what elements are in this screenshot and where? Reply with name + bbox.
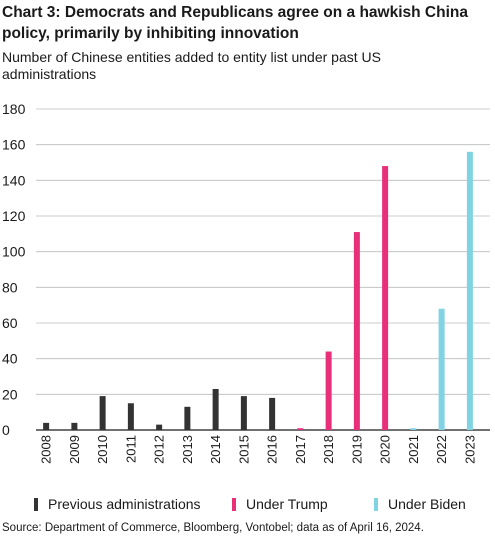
x-tick-label: 2012 bbox=[152, 435, 167, 464]
y-tick-label: 160 bbox=[2, 137, 26, 153]
x-tick-label: 2019 bbox=[349, 435, 364, 464]
x-tick-label: 2015 bbox=[236, 435, 251, 464]
x-tick-label: 2008 bbox=[39, 435, 54, 464]
bar-2012 bbox=[156, 424, 163, 430]
y-tick-label: 140 bbox=[2, 172, 26, 188]
x-tick-label: 2011 bbox=[123, 435, 138, 463]
x-tick-label: 2017 bbox=[293, 435, 308, 464]
chart-title: Chart 3: Democrats and Republicans agree… bbox=[2, 4, 468, 42]
x-tick-label: 2016 bbox=[265, 435, 280, 464]
bar-2014 bbox=[212, 388, 219, 430]
source-note: Source: Department of Commerce, Bloomber… bbox=[2, 522, 424, 534]
bar-2020 bbox=[382, 166, 389, 431]
bar-2008 bbox=[43, 422, 50, 430]
x-tick-label: 2010 bbox=[95, 435, 110, 464]
bar-2015 bbox=[240, 396, 247, 430]
bar-2022 bbox=[438, 308, 445, 430]
y-tick-label: 60 bbox=[2, 315, 18, 331]
bar-2018 bbox=[325, 351, 332, 430]
y-tick-label: 0 bbox=[2, 422, 10, 438]
x-tick-label: 2013 bbox=[180, 435, 195, 464]
x-tick-label: 2020 bbox=[378, 435, 393, 464]
legend-item-previous: Previous administrations bbox=[34, 496, 201, 512]
legend-swatch-biden bbox=[374, 497, 378, 511]
bar-2017 bbox=[297, 428, 304, 430]
bar-2023 bbox=[466, 151, 473, 431]
legend-item-biden: Under Biden bbox=[374, 496, 466, 512]
bar-2016 bbox=[269, 397, 276, 430]
bar-2010 bbox=[99, 396, 106, 430]
x-tick-label: 2022 bbox=[434, 435, 449, 464]
y-tick-label: 180 bbox=[2, 101, 26, 117]
y-tick-label: 120 bbox=[2, 208, 26, 224]
bar-2019 bbox=[353, 232, 360, 430]
y-tick-label: 20 bbox=[2, 386, 18, 402]
legend-item-trump: Under Trump bbox=[232, 496, 328, 512]
x-tick-label: 2021 bbox=[406, 435, 421, 464]
legend-label-previous: Previous administrations bbox=[48, 496, 201, 512]
y-tick-label: 40 bbox=[2, 351, 18, 367]
y-tick-label: 100 bbox=[2, 244, 26, 260]
legend-swatch-previous bbox=[34, 497, 38, 511]
legend-swatch-trump bbox=[232, 497, 236, 511]
x-tick-label: 2018 bbox=[321, 435, 336, 464]
bar-2021 bbox=[410, 428, 417, 430]
x-tick-label: 2023 bbox=[462, 435, 477, 464]
bar-2009 bbox=[71, 422, 78, 430]
legend-label-biden: Under Biden bbox=[388, 496, 466, 512]
bar-2011 bbox=[127, 403, 134, 430]
x-tick-label: 2014 bbox=[208, 435, 223, 464]
y-tick-label: 80 bbox=[2, 279, 18, 295]
bar-2013 bbox=[184, 406, 191, 430]
legend: Previous administrations Under Trump Und… bbox=[34, 496, 494, 516]
legend-label-trump: Under Trump bbox=[246, 496, 328, 512]
chart-subtitle: Number of Chinese entities added to enti… bbox=[2, 49, 381, 82]
x-tick-label: 2009 bbox=[67, 435, 82, 464]
